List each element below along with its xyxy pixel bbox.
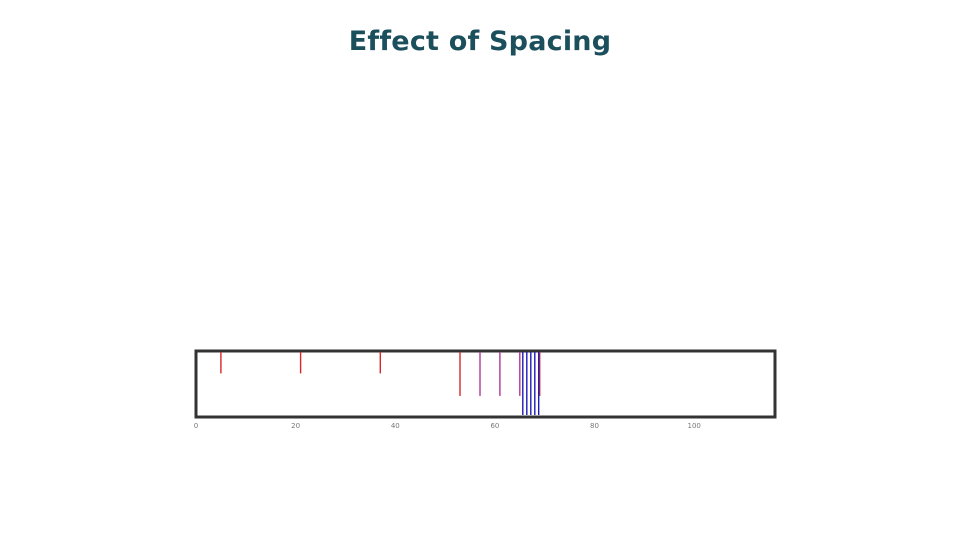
x-tick-label: 80 <box>590 422 599 430</box>
plot-frame <box>194 349 777 419</box>
x-tick-label: 40 <box>391 422 400 430</box>
x-tick-label: 0 <box>194 422 198 430</box>
x-tick-label: 20 <box>291 422 300 430</box>
x-tick-label: 100 <box>688 422 701 430</box>
plot-area <box>194 349 777 419</box>
x-tick-label: 60 <box>490 422 499 430</box>
x-axis-ticks: 0 20 40 60 80 100 <box>194 422 701 430</box>
slide-title: Effect of Spacing <box>348 26 612 57</box>
